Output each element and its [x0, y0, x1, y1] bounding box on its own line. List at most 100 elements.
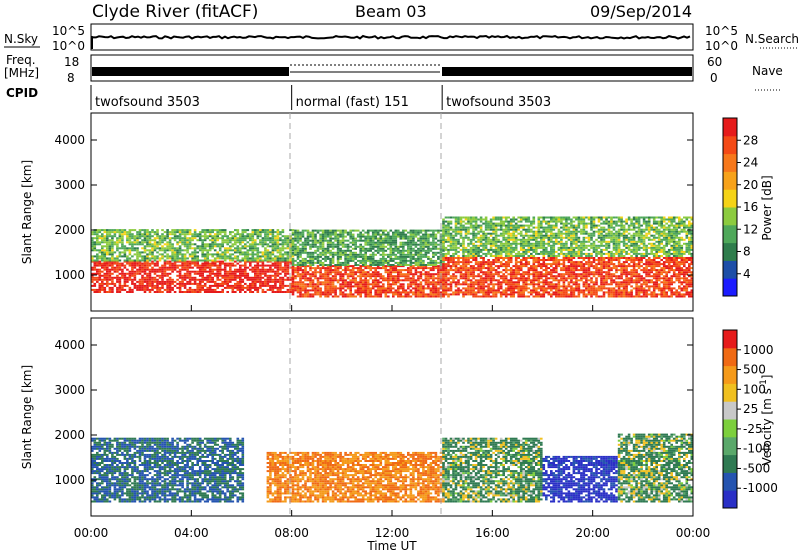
echo-pixel	[402, 285, 405, 288]
echo-pixel	[517, 283, 520, 286]
echo-pixel	[141, 266, 144, 269]
echo-pixel	[173, 257, 177, 260]
echo-pixel	[301, 293, 305, 296]
echo-pixel	[128, 251, 132, 254]
echo-pixel	[329, 261, 332, 264]
echo-pixel	[369, 264, 372, 266]
echo-pixel	[404, 277, 408, 280]
echo-pixel	[366, 257, 370, 260]
echo-pixel	[424, 229, 428, 232]
echo-pixel	[487, 275, 490, 278]
echo-pixel	[201, 272, 204, 275]
echo-pixel	[153, 286, 157, 289]
echo-pixel	[464, 289, 468, 292]
echo-pixel	[530, 257, 533, 259]
echo-pixel	[627, 273, 631, 276]
echo-pixel	[387, 231, 390, 234]
echo-pixel	[615, 291, 618, 294]
echo-pixel	[387, 253, 390, 256]
echo-pixel	[552, 283, 556, 286]
echo-pixel	[101, 257, 104, 260]
echo-pixel	[402, 264, 405, 266]
echo-pixel	[223, 259, 227, 262]
echo-pixel	[309, 275, 312, 278]
echo-pixel	[336, 237, 340, 240]
echo-pixel	[101, 266, 104, 269]
echo-pixel	[617, 283, 621, 286]
echo-pixel	[296, 233, 300, 236]
echo-pixel	[306, 229, 310, 232]
echo-pixel	[364, 235, 367, 238]
echo-pixel	[193, 237, 197, 240]
echo-pixel	[128, 288, 132, 291]
echo-pixel	[432, 233, 435, 236]
echo-pixel	[141, 229, 144, 232]
echo-pixel	[296, 281, 300, 284]
echo-pixel	[316, 291, 320, 294]
echo-pixel	[600, 277, 603, 280]
echo-pixel	[359, 243, 362, 246]
echo-pixel	[424, 277, 428, 280]
echo-pixel	[399, 251, 403, 254]
echo-pixel	[203, 276, 207, 279]
echo-pixel	[103, 260, 107, 263]
echo-pixel	[103, 264, 107, 267]
echo-pixel	[274, 260, 277, 263]
echo-pixel	[188, 231, 192, 234]
echo-pixel	[632, 265, 636, 268]
echo-pixel	[349, 235, 352, 238]
echo-pixel	[474, 261, 478, 264]
echo-pixel	[226, 255, 229, 258]
echo-pixel	[399, 293, 403, 296]
echo-pixel	[657, 283, 661, 286]
echo-pixel	[294, 289, 297, 292]
echo-pixel	[371, 229, 375, 232]
echo-pixel	[560, 263, 563, 266]
echo-pixel	[612, 295, 616, 298]
echo-pixel	[432, 289, 435, 292]
echo-pixel	[389, 287, 393, 290]
echo-pixel	[294, 235, 297, 238]
echo-pixel	[354, 289, 357, 292]
echo-pixel	[168, 268, 172, 271]
echo-pixel	[151, 286, 154, 289]
echo-pixel	[226, 239, 229, 242]
echo-pixel	[146, 243, 149, 246]
echo-pixel	[256, 243, 260, 246]
echo-pixel	[640, 279, 643, 282]
echo-pixel	[96, 272, 99, 275]
echo-pixel	[321, 264, 325, 266]
echo-pixel	[326, 283, 330, 286]
echo-pixel	[218, 266, 222, 269]
echo-pixel	[550, 289, 553, 292]
echo-pixel	[622, 289, 626, 292]
echo-pixel	[562, 275, 566, 278]
echo-pixel	[452, 261, 455, 264]
echo-pixel	[171, 251, 174, 254]
echo-pixel	[382, 265, 385, 268]
echo-pixel	[106, 264, 109, 267]
echo-pixel	[208, 245, 212, 248]
echo-pixel	[432, 255, 435, 258]
echo-pixel	[527, 283, 531, 286]
echo-pixel	[239, 280, 242, 283]
echo-pixel	[251, 237, 255, 240]
echo-pixel	[136, 249, 139, 252]
echo-pixel	[136, 235, 139, 238]
echo-pixel	[126, 247, 129, 250]
echo-pixel	[294, 229, 297, 232]
echo-pixel	[612, 275, 616, 278]
echo-pixel	[138, 251, 142, 254]
echo-pixel	[464, 263, 468, 266]
echo-pixel	[319, 253, 322, 256]
echo-pixel	[625, 281, 628, 284]
echo-pixel	[389, 241, 393, 244]
echo-pixel	[229, 286, 232, 289]
echo-pixel	[339, 233, 342, 236]
echo-pixel	[166, 278, 169, 281]
echo-pixel	[244, 266, 247, 269]
echo-pixel	[254, 259, 257, 262]
echo-pixel	[452, 265, 455, 268]
echo-pixel	[173, 264, 177, 267]
echo-pixel	[208, 274, 212, 277]
